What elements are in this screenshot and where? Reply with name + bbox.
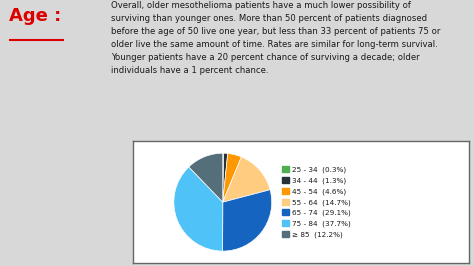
Wedge shape xyxy=(223,190,272,251)
Wedge shape xyxy=(189,153,223,202)
Wedge shape xyxy=(223,153,224,202)
Wedge shape xyxy=(223,153,241,202)
Text: Age :: Age : xyxy=(9,7,62,26)
Wedge shape xyxy=(174,167,223,251)
Text: Overall, older mesothelioma patients have a much lower possibility of
surviving : Overall, older mesothelioma patients hav… xyxy=(111,2,441,75)
Wedge shape xyxy=(223,153,228,202)
Legend: 25 - 34  (0.3%), 34 - 44  (1.3%), 45 - 54  (4.6%), 55 - 64  (14.7%), 65 - 74  (2: 25 - 34 (0.3%), 34 - 44 (1.3%), 45 - 54 … xyxy=(281,166,351,239)
Wedge shape xyxy=(223,157,270,202)
